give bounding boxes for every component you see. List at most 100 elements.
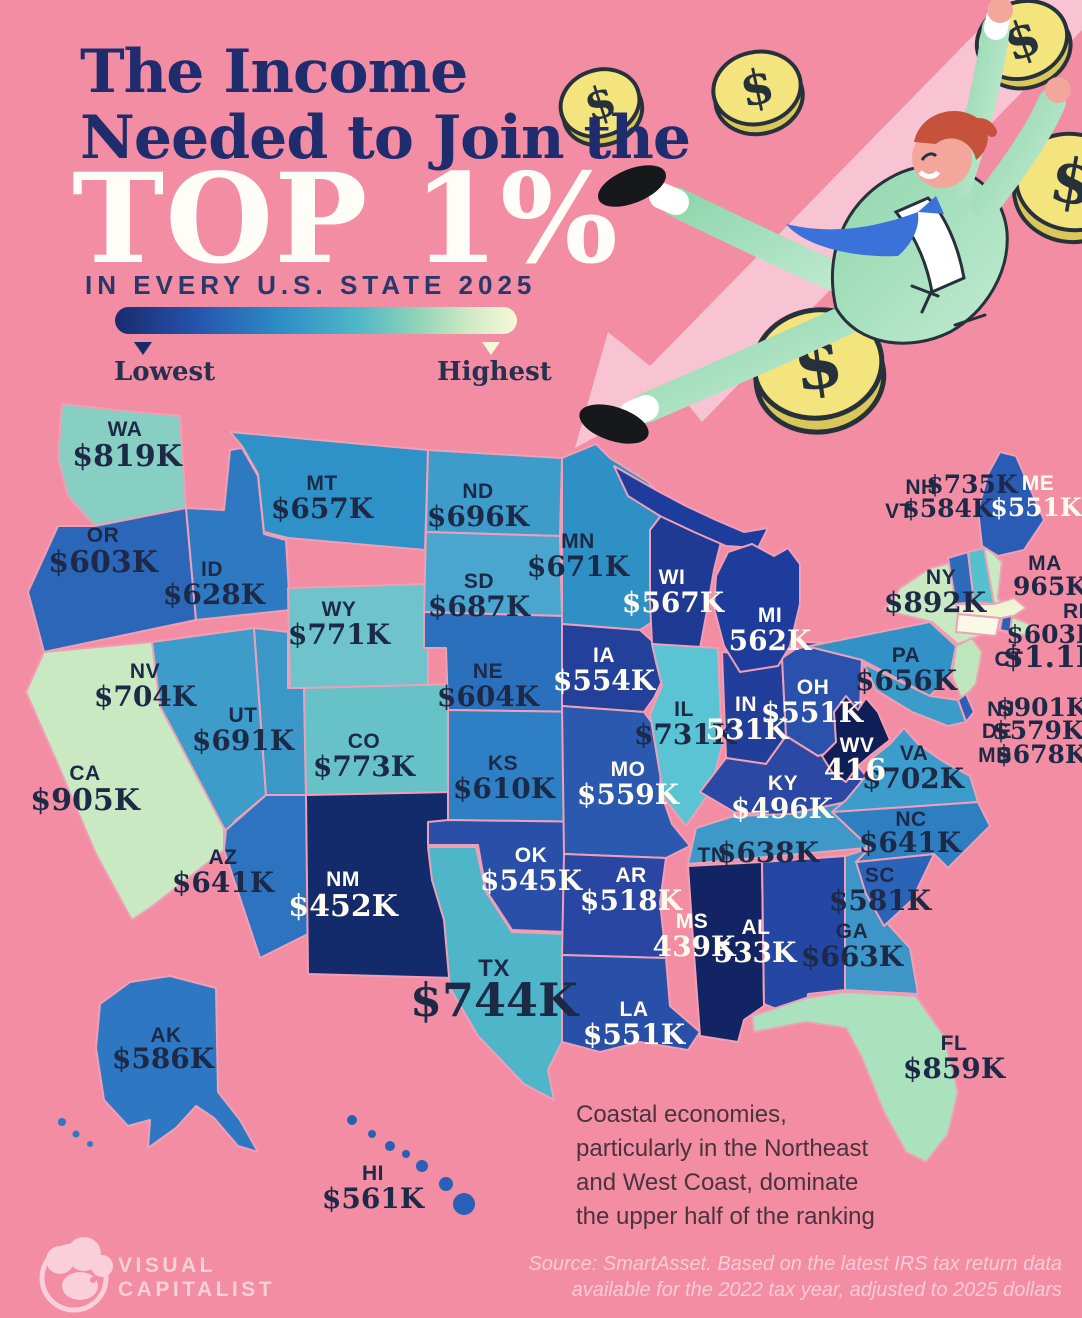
coin-icon: $ <box>711 49 805 137</box>
state-wa-value: $819K <box>72 439 182 474</box>
state-il-shape <box>649 643 723 827</box>
state-in-code: IN <box>735 693 757 716</box>
state-ut-value: $691K <box>192 724 296 757</box>
state-ca-value: $905K <box>30 783 140 818</box>
state-la-value: $551K <box>583 1018 687 1051</box>
state-ky-code: KY <box>768 772 798 795</box>
state-ak-code: AK <box>150 1024 181 1047</box>
state-az-code: AZ <box>209 846 238 869</box>
state-co-value: $773K <box>313 750 417 783</box>
state-labels: WA $819K OR $603K CA $905K NV $704K ID $… <box>30 418 1082 1215</box>
annotation-line3: and West Coast, dominate <box>576 1169 858 1196</box>
state-oh-value: $551K <box>761 696 865 729</box>
title-line1: The Income <box>80 37 467 107</box>
state-ok-value: $545K <box>480 864 584 897</box>
state-nm-value: $452K <box>288 889 398 924</box>
state-vt-code: VT <box>885 500 913 523</box>
state-tx-shape <box>427 846 567 1101</box>
title-big: TOP 1% <box>72 147 619 292</box>
legend: Lowest Highest <box>114 307 552 387</box>
state-ak-island <box>72 1130 80 1138</box>
state-la-shape <box>561 954 701 1053</box>
state-wi-value: $567K <box>622 586 726 619</box>
state-or-code: OR <box>87 524 120 547</box>
source-line2: available for the 2022 tax year, adjuste… <box>572 1279 1062 1301</box>
brand-line2: CAPITALIST <box>118 1278 275 1301</box>
title-line2: Needed to Join the <box>80 103 690 173</box>
state-tx-value: $744K <box>410 973 580 1027</box>
state-ca-code: CA <box>69 762 100 785</box>
state-sd-code: SD <box>464 570 494 593</box>
state-de-value: $579K <box>992 716 1082 745</box>
state-nd-code: ND <box>462 480 493 503</box>
state-me-code: ME <box>1022 472 1055 495</box>
state-ak-island <box>58 1118 66 1126</box>
header: The Income Needed to Join the TOP 1% IN … <box>72 37 691 387</box>
state-pa-value: $656K <box>855 664 959 697</box>
annotation-line1: Coastal economies, <box>576 1101 787 1128</box>
state-nh-code: NH <box>905 476 936 499</box>
state-mt-value: $657K <box>271 492 375 525</box>
state-wv-shape <box>821 695 891 783</box>
coin-icon: $ <box>1012 131 1082 245</box>
state-nv-value: $704K <box>94 680 198 713</box>
state-mi-upper-shape <box>613 465 769 549</box>
state-fl-shape <box>751 991 959 1163</box>
legend-highest-marker-icon <box>482 342 500 355</box>
state-oh-code: OH <box>797 676 830 699</box>
state-nh-value: $735K <box>926 470 1019 499</box>
state-mi-value: 562K <box>729 624 813 657</box>
state-ma-code: MA <box>1028 552 1062 575</box>
state-ma-value: 965K <box>1013 572 1082 601</box>
state-al-value: 533K <box>714 936 798 969</box>
state-al-code: AL <box>742 916 771 939</box>
state-mo-value: $559K <box>577 778 681 811</box>
state-sd-value: $687K <box>428 590 532 623</box>
legend-lowest-marker-icon <box>134 342 152 355</box>
state-va-value: $702K <box>862 762 966 795</box>
state-mn-code: MN <box>561 530 595 553</box>
visual-capitalist-logo-icon <box>39 1237 113 1313</box>
state-ky-value: $496K <box>731 792 835 825</box>
state-wa-code: WA <box>108 418 143 441</box>
state-id-code: ID <box>201 558 223 581</box>
legend-lowest-label: Lowest <box>114 357 215 387</box>
annotation: Coastal economies, particularly in the N… <box>576 1101 875 1230</box>
state-wy-value: $771K <box>288 618 392 651</box>
state-wy-code: WY <box>322 598 357 621</box>
state-de-code: DE <box>982 720 1012 743</box>
state-nj-code: NJ <box>987 698 1015 721</box>
state-co-code: CO <box>348 730 381 753</box>
state-ar-shape <box>561 853 667 959</box>
state-id-value: $628K <box>163 578 267 611</box>
state-mn-value: $671K <box>527 550 631 583</box>
state-il-code: IL <box>674 698 694 721</box>
state-or-value: $603K <box>48 545 158 580</box>
annotation-line4: the upper half of the ranking <box>576 1203 875 1230</box>
state-mi-shape <box>713 543 801 673</box>
flying-man <box>579 0 1071 444</box>
state-ri-value: $603K <box>1006 620 1082 649</box>
coin-icon: $ <box>558 67 645 148</box>
state-md-value: $678K <box>995 740 1082 769</box>
state-nj-value: $901K <box>996 693 1082 722</box>
state-mo-code: MO <box>611 758 646 781</box>
state-al-shape <box>761 855 846 1015</box>
state-va-shape <box>831 727 979 813</box>
state-ok-code: OK <box>515 844 548 867</box>
state-wv-value: 416 <box>824 753 887 788</box>
brand-line1: VISUAL <box>118 1254 216 1277</box>
state-nv-code: NV <box>130 660 160 683</box>
state-ga-code: GA <box>836 920 869 943</box>
state-ri-shape <box>999 615 1013 633</box>
state-la-code: LA <box>620 998 649 1021</box>
state-sc-code: SC <box>865 864 895 887</box>
footer: VISUAL CAPITALIST Source: SmartAsset. Ba… <box>39 1237 1062 1313</box>
state-mi-code: MI <box>758 604 782 627</box>
state-ne-code: NE <box>473 660 503 683</box>
state-ny-code: NY <box>926 566 956 589</box>
source-line1: Source: SmartAsset. Based on the latest … <box>528 1253 1062 1275</box>
state-nc-shape <box>831 801 991 869</box>
